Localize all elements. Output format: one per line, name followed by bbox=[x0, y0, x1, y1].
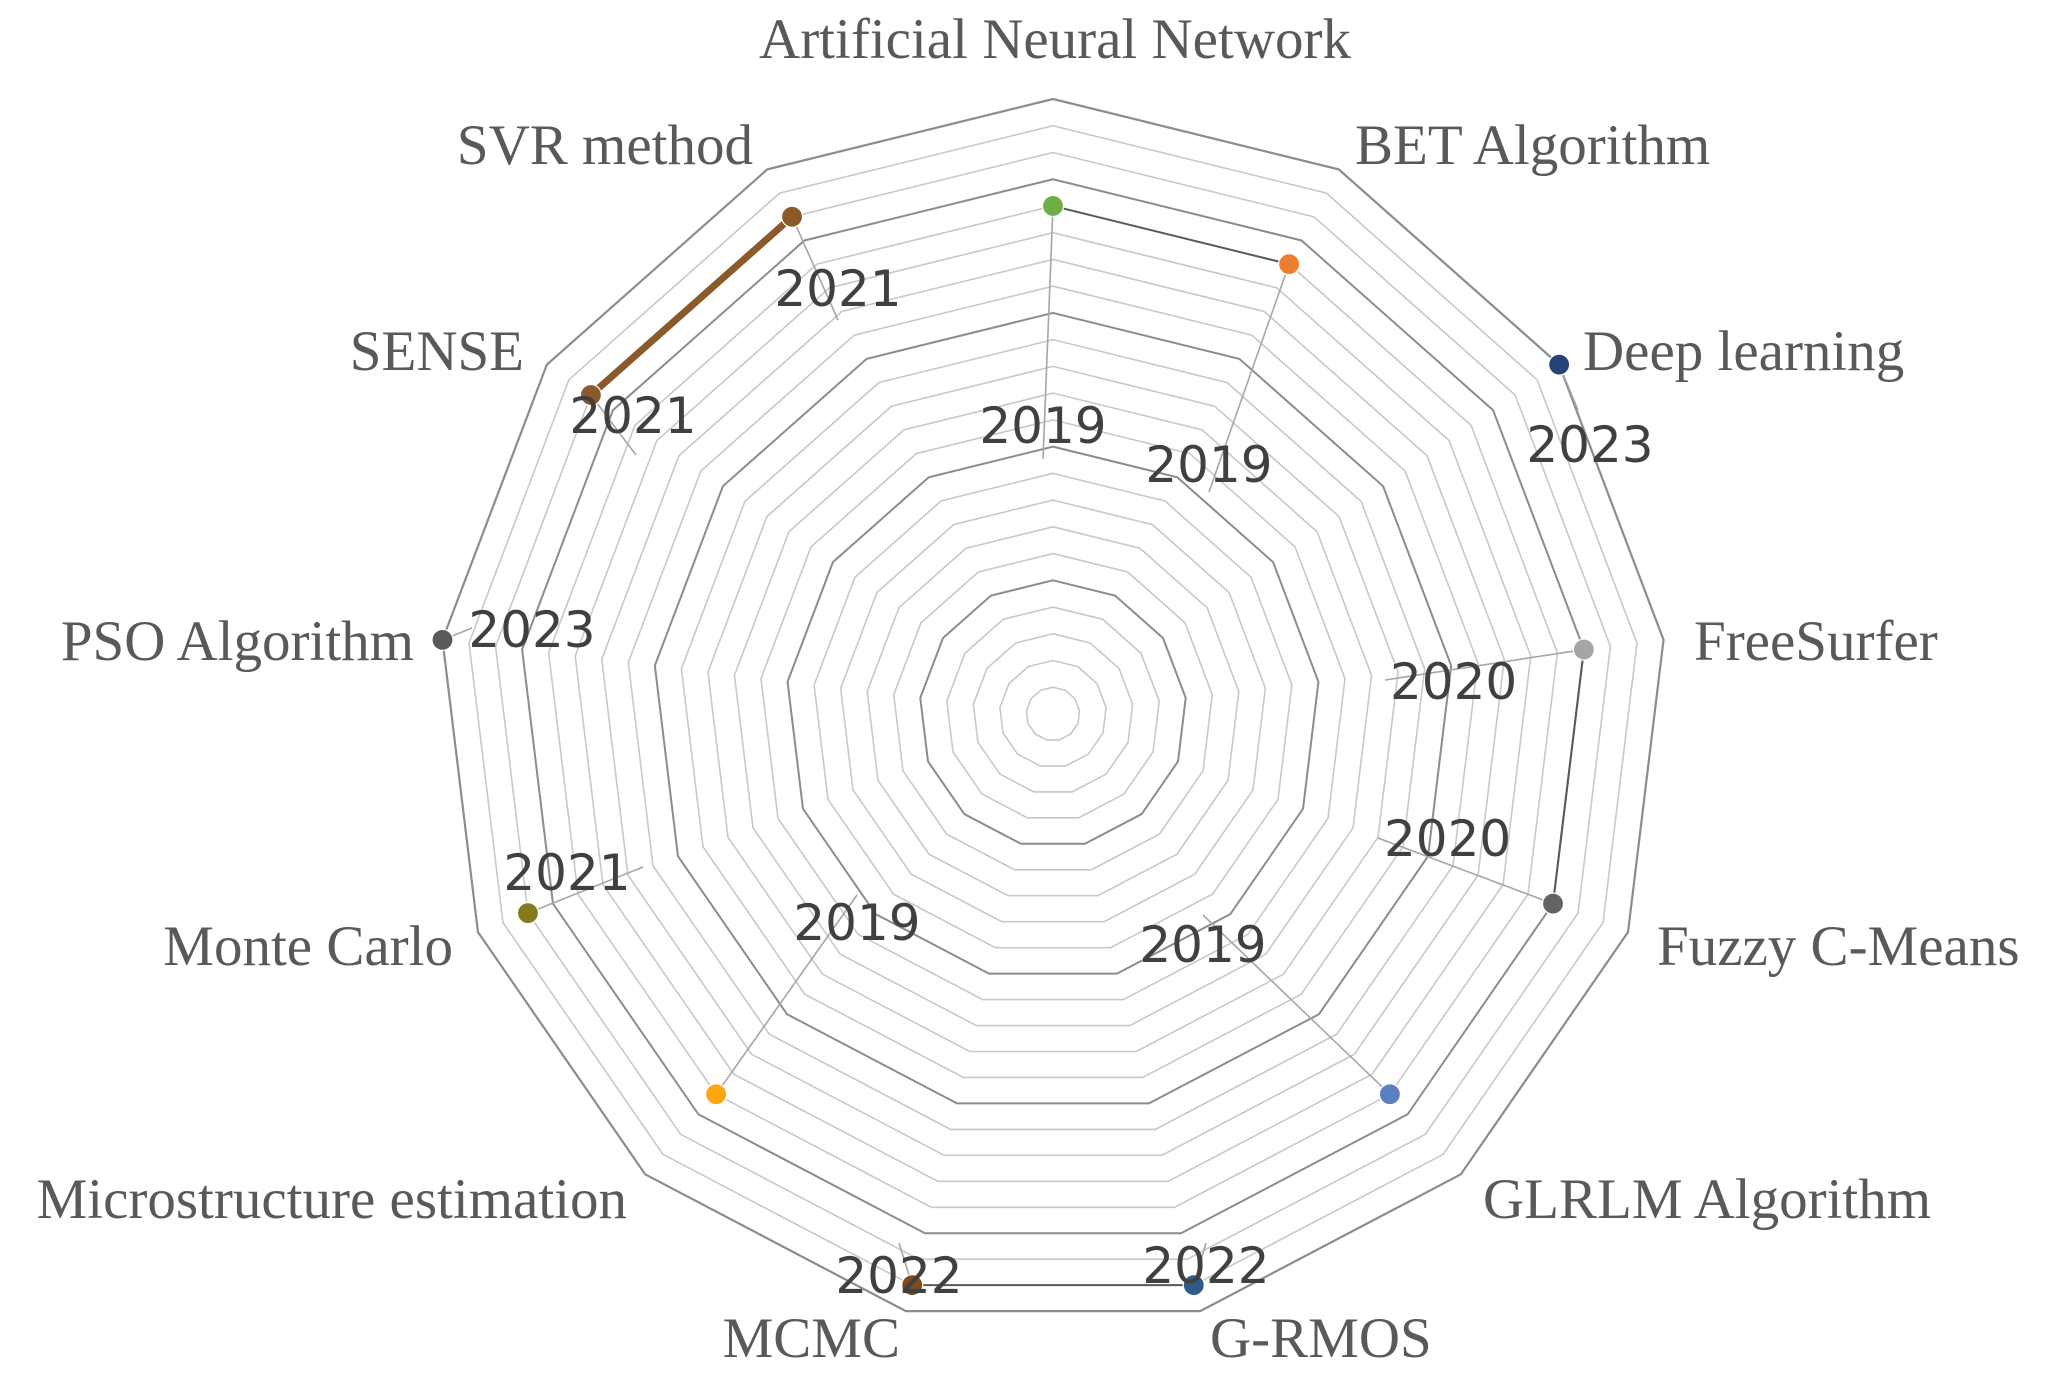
category-label-svr-method: SVR method bbox=[457, 114, 753, 177]
data-label-monte-carlo: 2021 bbox=[503, 844, 630, 902]
category-label-freesurfer: FreeSurfer bbox=[1694, 610, 1938, 673]
radar-grid bbox=[441, 97, 1665, 1313]
data-point-deep-learning bbox=[1548, 353, 1571, 376]
data-label-microstructure-estimation: 2019 bbox=[793, 894, 920, 952]
grid-ring-13 bbox=[707, 365, 1399, 1053]
data-label-sense: 2021 bbox=[569, 387, 696, 445]
grid-ring-21 bbox=[494, 151, 1612, 1260]
data-label-g-rmos: 2022 bbox=[1142, 1237, 1269, 1295]
data-point-sense bbox=[579, 383, 602, 407]
grid-ring-2 bbox=[999, 659, 1107, 767]
category-label-sense: SENSE bbox=[350, 320, 524, 383]
series-line-freesurfer-fuzzy-c-means bbox=[1552, 649, 1585, 904]
category-label-fuzzy-c-means: Fuzzy C-Means bbox=[1657, 915, 2020, 978]
grid-ring-15 bbox=[653, 311, 1453, 1105]
grid-ring-16 bbox=[627, 285, 1479, 1131]
leader-line-monte-carlo bbox=[527, 866, 644, 914]
series-line-artificial-neural-network-bet-algorithm bbox=[1052, 204, 1290, 266]
category-label-glrlm-algorithm: GLRLM Algorithm bbox=[1483, 1168, 1931, 1231]
leader-line-artificial-neural-network bbox=[1042, 205, 1054, 460]
grid-ring-19 bbox=[547, 205, 1559, 1209]
leader-line-glrlm-algorithm bbox=[1202, 914, 1391, 1095]
data-point-microstructure-estimation bbox=[704, 1083, 728, 1106]
grid-ring-12 bbox=[733, 392, 1373, 1027]
leader-line-svr-method bbox=[791, 216, 839, 321]
data-label-artificial-neural-network: 2019 bbox=[979, 397, 1106, 455]
grid-ring-14 bbox=[680, 338, 1426, 1079]
category-label-bet-algorithm: BET Algorithm bbox=[1355, 114, 1710, 177]
data-label-bet-algorithm: 2019 bbox=[1145, 436, 1272, 494]
grid-ring-5 bbox=[919, 579, 1187, 845]
category-label-deep-learning: Deep learning bbox=[1583, 320, 1904, 383]
leader-line-freesurfer bbox=[1384, 648, 1585, 681]
leader-line-fuzzy-c-means bbox=[1377, 837, 1554, 905]
category-label-monte-carlo: Monte Carlo bbox=[163, 915, 453, 978]
leader-line-bet-algorithm bbox=[1208, 263, 1290, 493]
data-label-glrlm-algorithm: 2019 bbox=[1139, 916, 1266, 974]
leader-line-sense bbox=[590, 394, 637, 456]
data-point-g-rmos bbox=[1182, 1274, 1205, 1297]
grid-ring-10 bbox=[786, 445, 1320, 975]
data-label-fuzzy-c-means: 2020 bbox=[1384, 810, 1511, 868]
data-point-monte-carlo bbox=[516, 902, 540, 925]
data-point-artificial-neural-network bbox=[1041, 194, 1065, 218]
data-point-fuzzy-c-means bbox=[1541, 892, 1565, 915]
data-point-pso-algorithm bbox=[431, 628, 454, 651]
data-labels: 2019 2019 2023 2020 2020 2019 2022 2022 2019 2021… bbox=[468, 260, 1653, 1305]
grid-ring-9 bbox=[813, 472, 1293, 949]
series-line-sense-svr-method bbox=[587, 213, 796, 399]
grid-ring-20 bbox=[521, 178, 1585, 1235]
data-point-glrlm-algorithm bbox=[1378, 1083, 1402, 1106]
data-point-freesurfer bbox=[1572, 638, 1595, 661]
category-label-pso-algorithm: PSO Algorithm bbox=[61, 610, 414, 673]
data-point-svr-method bbox=[780, 205, 804, 228]
data-point-mcmc bbox=[901, 1274, 924, 1297]
grid-ring-6 bbox=[892, 552, 1214, 871]
grid-ring-18 bbox=[574, 231, 1532, 1183]
leader-line-microstructure-estimation bbox=[715, 894, 858, 1095]
label-leaders bbox=[442, 205, 1585, 1286]
grid-ring-11 bbox=[760, 419, 1346, 1001]
data-label-pso-algorithm: 2023 bbox=[468, 601, 595, 659]
category-label-mcmc: MCMC bbox=[723, 1307, 900, 1370]
data-label-svr-method: 2021 bbox=[774, 260, 901, 318]
data-label-freesurfer: 2020 bbox=[1390, 653, 1517, 711]
grid-ring-7 bbox=[866, 526, 1240, 897]
grid-ring-1 bbox=[1025, 686, 1081, 741]
grid-ring-3 bbox=[972, 632, 1134, 793]
grid-ring-8 bbox=[839, 499, 1267, 923]
data-label-deep-learning: 2023 bbox=[1526, 416, 1653, 474]
data-label-mcmc: 2022 bbox=[835, 1247, 962, 1305]
grid-ring-17 bbox=[600, 258, 1506, 1157]
grid-ring-23 bbox=[441, 97, 1665, 1313]
data-point-bet-algorithm bbox=[1277, 253, 1301, 276]
category-label-g-rmos: G-RMOS bbox=[1210, 1307, 1432, 1370]
category-label-artificial-neural-network: Artificial Neural Network bbox=[759, 8, 1351, 71]
data-series bbox=[431, 194, 1595, 1297]
grid-ring-4 bbox=[946, 606, 1160, 819]
category-label-microstructure-estimation: Microstructure estimation bbox=[37, 1168, 627, 1231]
